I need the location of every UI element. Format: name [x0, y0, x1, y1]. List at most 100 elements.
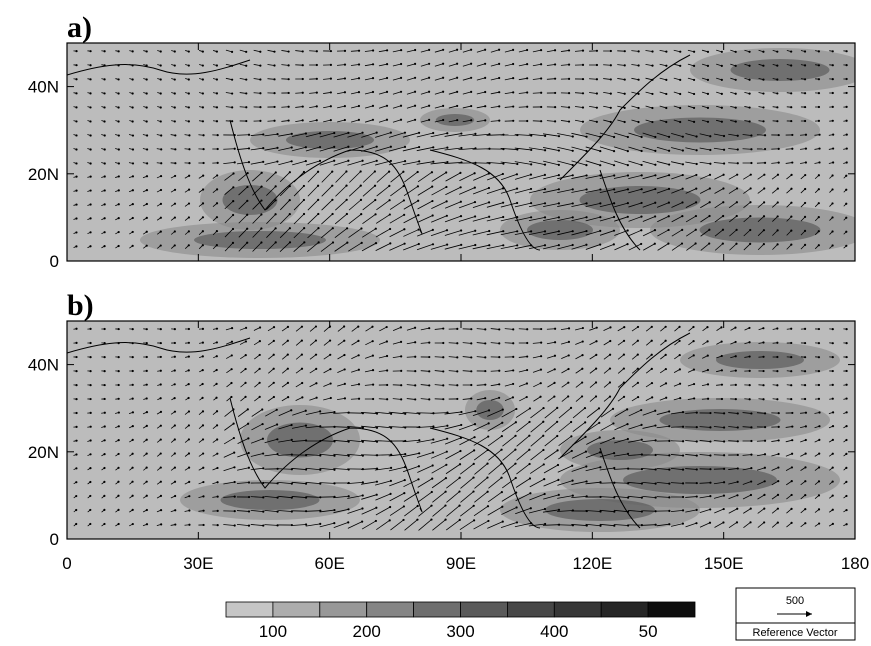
arrow-head	[458, 504, 460, 506]
arrow-head	[389, 493, 391, 495]
arrow-head	[764, 426, 766, 428]
arrow-head	[442, 91, 444, 93]
arrow-head	[442, 77, 444, 79]
arrow-head	[804, 398, 806, 400]
arrow-head	[460, 411, 462, 413]
arrow-head	[428, 105, 430, 107]
arrow-head	[818, 50, 820, 52]
wind-arrow	[309, 51, 317, 52]
arrow-head	[558, 509, 560, 511]
arrow-head	[160, 64, 162, 66]
arrow-head	[103, 481, 105, 483]
arrow-head	[543, 478, 545, 480]
arrow-head	[696, 454, 698, 456]
arrow-head	[554, 341, 556, 343]
arrow-head	[487, 520, 489, 522]
arrow-head	[132, 231, 134, 233]
arrow-head	[599, 202, 601, 204]
shade-core	[660, 409, 781, 431]
arrow-head	[845, 397, 847, 399]
arrow-head	[749, 355, 751, 357]
arrow-head	[709, 454, 711, 456]
wind-arrow	[589, 79, 597, 80]
arrow-head	[146, 231, 148, 233]
arrow-head	[818, 188, 820, 190]
arrow-head	[302, 119, 304, 121]
arrow-head	[474, 187, 476, 189]
arrow-head	[516, 216, 518, 218]
arrow-head	[530, 163, 532, 165]
arrow-head	[302, 64, 304, 66]
arrow-head	[654, 410, 656, 412]
arrow-head	[540, 92, 542, 94]
arrow-head	[386, 91, 388, 93]
arrow-head	[146, 342, 148, 344]
arrow-head	[682, 454, 684, 456]
arrow-head	[372, 340, 374, 342]
arrow-head	[581, 354, 583, 356]
arrow-head	[721, 51, 723, 53]
arrow-head	[516, 230, 518, 232]
arrow-head	[146, 328, 148, 330]
arrow-head	[331, 213, 333, 215]
arrow-head	[287, 340, 289, 342]
arrow-head	[845, 203, 847, 205]
arrow-head	[749, 229, 751, 231]
arrow-head	[790, 120, 792, 122]
arrow-head	[804, 466, 806, 468]
wind-arrow	[351, 399, 359, 400]
arrow-head	[723, 495, 725, 497]
arrow-head	[216, 92, 218, 94]
arrow-head	[484, 342, 486, 344]
arrow-head	[612, 422, 614, 424]
arrow-head	[762, 51, 764, 53]
arrow-head	[360, 227, 362, 229]
arrow-head	[459, 477, 461, 479]
arrow-head	[202, 495, 204, 497]
arrow-head	[332, 227, 334, 229]
arrow-head	[668, 215, 670, 217]
arrow-head	[174, 106, 176, 108]
arrow-head	[805, 453, 807, 455]
arrow-head	[750, 426, 752, 428]
arrow-head	[790, 92, 792, 94]
arrow-head	[818, 106, 820, 108]
arrow-head	[832, 411, 834, 413]
arrow-head	[316, 50, 318, 52]
arrow-head	[132, 92, 134, 94]
arrow-head	[695, 229, 697, 231]
arrow-head	[262, 161, 264, 163]
arrow-head	[484, 370, 486, 372]
arrow-head	[146, 495, 148, 497]
arrow-head	[362, 427, 364, 429]
arrow-head	[695, 242, 697, 244]
arrow-head	[512, 91, 514, 93]
arrow-head	[776, 327, 778, 329]
arrow-head	[556, 449, 558, 451]
arrow-head	[131, 481, 133, 483]
wind-arrow	[671, 441, 683, 442]
arrow-head	[723, 440, 725, 442]
arrow-head	[556, 435, 558, 437]
colorbar-label: 300	[446, 622, 474, 641]
arrow-head	[302, 105, 304, 107]
arrow-head	[117, 495, 119, 497]
arrow-head	[470, 384, 472, 386]
arrow-head	[470, 63, 472, 65]
arrow-head	[790, 78, 792, 80]
arrow-head	[260, 186, 262, 188]
arrow-head	[627, 216, 629, 218]
arrow-head	[245, 92, 247, 94]
arrow-head	[302, 50, 304, 52]
arrow-head	[818, 370, 820, 372]
arrow-head	[695, 201, 697, 203]
arrow-head	[623, 326, 625, 328]
arrow-head	[428, 398, 430, 400]
arrow-head	[103, 120, 105, 122]
arrow-head	[818, 411, 820, 413]
arrow-head	[118, 64, 120, 66]
arrow-head	[778, 134, 780, 136]
arrow-head	[118, 342, 120, 344]
arrow-head	[104, 328, 106, 330]
arrow-head	[596, 327, 598, 329]
